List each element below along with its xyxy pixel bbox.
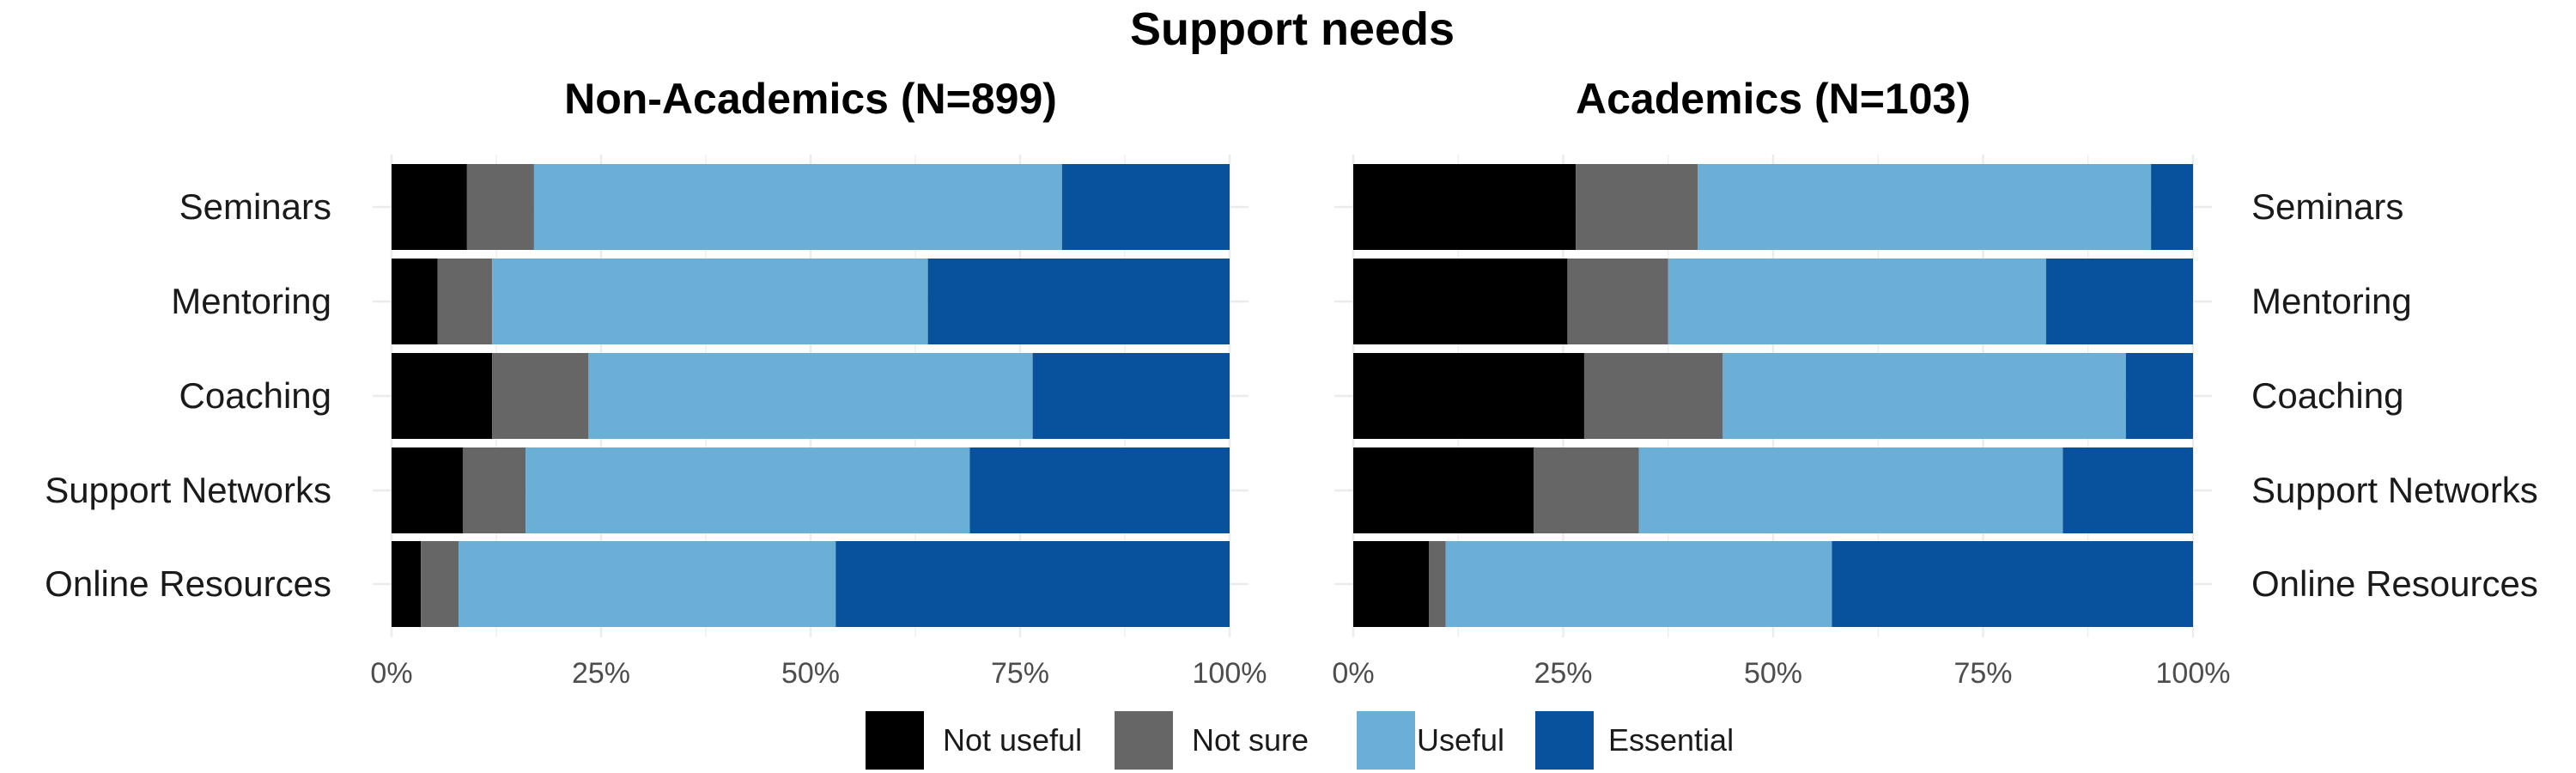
bar-not-sure-mentoring <box>1567 259 1668 344</box>
bar-not-useful-mentoring <box>392 259 438 344</box>
category-label: Mentoring <box>171 281 331 321</box>
category-label: Online Resources <box>45 563 331 604</box>
panel-non-academics-n-899: Non-Academics (N=899) Seminars Mentoring Co… <box>45 75 1267 690</box>
bar-useful-online-resources <box>459 541 836 627</box>
chart-legend: Not useful Not sure Useful Essential <box>866 711 1734 770</box>
category-label: Support Networks <box>2251 470 2538 510</box>
x-tick-label: 50% <box>1744 657 1802 690</box>
x-tick-label: 100% <box>1193 657 1267 690</box>
chart-title: Support needs <box>1130 3 1455 55</box>
bar-essential-seminars <box>2151 164 2193 250</box>
bar-essential-seminars <box>1061 164 1230 250</box>
panel-title: Academics (N=103) <box>1576 75 1971 123</box>
bar-not-sure-support-networks <box>462 447 526 533</box>
bar-not-useful-seminars <box>1353 164 1577 250</box>
category-label: Support Networks <box>45 470 331 510</box>
bar-not-useful-online-resources <box>1353 541 1430 627</box>
x-tick-label: 25% <box>572 657 630 690</box>
bar-useful-mentoring <box>492 259 928 344</box>
bar-not-sure-online-resources <box>421 541 459 627</box>
category-label: Online Resources <box>2251 563 2538 604</box>
bar-essential-mentoring <box>927 259 1230 344</box>
category-label: Coaching <box>2251 375 2403 416</box>
bar-useful-support-networks <box>526 447 970 533</box>
x-tick-label: 75% <box>1953 657 2012 690</box>
category-label: Seminars <box>2251 186 2403 227</box>
bar-not-sure-coaching <box>492 353 589 439</box>
bar-useful-seminars <box>533 164 1062 250</box>
bar-not-sure-seminars <box>466 164 534 250</box>
bar-useful-online-resources <box>1445 541 1832 627</box>
bar-useful-coaching <box>1722 353 2126 439</box>
legend-label-useful: Useful <box>1417 722 1504 758</box>
bar-not-useful-support-networks <box>1353 447 1534 533</box>
bar-useful-mentoring <box>1668 259 2046 344</box>
bar-essential-mentoring <box>2045 259 2193 344</box>
legend-key-not-sure <box>1115 711 1173 770</box>
bar-useful-seminars <box>1697 164 2152 250</box>
x-tick-label: 50% <box>781 657 840 690</box>
bar-not-sure-online-resources <box>1429 541 1446 627</box>
panel-academics-n-103: Academics (N=103) Seminars Mentoring Coachi… <box>1332 75 2537 690</box>
bar-essential-online-resources <box>1832 541 2193 627</box>
bar-useful-support-networks <box>1638 447 2063 533</box>
legend-label-not-sure: Not sure <box>1192 722 1309 758</box>
legend-key-useful <box>1357 711 1415 770</box>
bar-essential-coaching <box>2125 353 2193 439</box>
bar-not-sure-mentoring <box>437 259 493 344</box>
x-tick-label: 100% <box>2156 657 2231 690</box>
bar-not-useful-coaching <box>392 353 493 439</box>
bar-essential-support-networks <box>969 447 1230 533</box>
bar-not-sure-support-networks <box>1534 447 1639 533</box>
bar-not-useful-seminars <box>392 164 467 250</box>
x-tick-label: 75% <box>991 657 1049 690</box>
chart-panels: Non-Academics (N=899) Seminars Mentoring Co… <box>45 75 2538 690</box>
bar-not-useful-mentoring <box>1353 259 1568 344</box>
legend-key-not-useful <box>866 711 924 770</box>
legend-key-essential <box>1535 711 1594 770</box>
bar-not-sure-coaching <box>1583 353 1723 439</box>
bar-essential-online-resources <box>835 541 1230 627</box>
x-tick-label: 0% <box>370 657 412 690</box>
category-label: Seminars <box>179 186 331 227</box>
panel-title: Non-Academics (N=899) <box>564 75 1057 123</box>
category-label: Mentoring <box>2251 281 2412 321</box>
category-label: Coaching <box>179 375 331 416</box>
legend-label-essential: Essential <box>1608 722 1734 758</box>
bar-not-useful-coaching <box>1353 353 1584 439</box>
x-tick-label: 0% <box>1332 657 1374 690</box>
bar-essential-support-networks <box>2063 447 2193 533</box>
bar-not-useful-online-resources <box>392 541 422 627</box>
legend-label-not-useful: Not useful <box>943 722 1082 758</box>
bar-essential-coaching <box>1032 353 1230 439</box>
bar-not-useful-support-networks <box>392 447 463 533</box>
bar-not-sure-seminars <box>1576 164 1698 250</box>
x-tick-label: 25% <box>1534 657 1592 690</box>
bar-useful-coaching <box>588 353 1033 439</box>
